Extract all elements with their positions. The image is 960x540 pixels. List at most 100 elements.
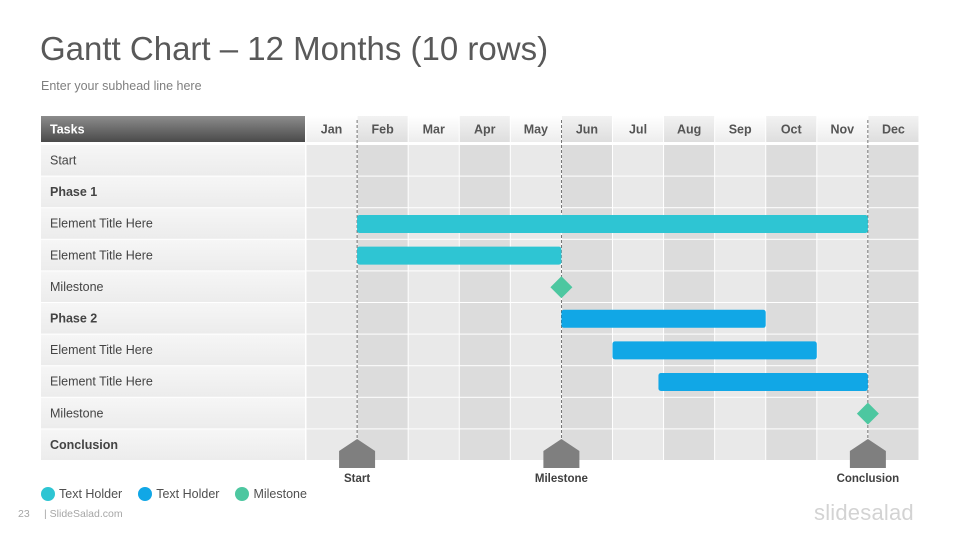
gantt-bar <box>357 246 562 265</box>
grid-cell <box>868 145 919 176</box>
month-label: Jul <box>629 123 647 137</box>
grid-cell <box>868 366 919 397</box>
task-row-cell <box>41 334 305 366</box>
task-label: Element Title Here <box>50 343 153 357</box>
gantt-bar <box>612 341 817 360</box>
month-label: May <box>524 123 548 137</box>
grid-cell <box>561 334 612 366</box>
month-label: Dec <box>882 123 905 137</box>
legend-item-3: Milestone <box>235 487 307 501</box>
grid-cell <box>868 239 919 271</box>
footer-site: | SlideSalad.com <box>44 508 123 520</box>
task-row-cell <box>41 303 305 334</box>
grid-cell <box>357 176 408 208</box>
grid-cell <box>612 429 664 460</box>
month-header-cell <box>459 116 510 142</box>
grid-cell <box>408 303 459 334</box>
grid-cell <box>306 176 357 208</box>
legend-label: Text Holder <box>156 487 220 501</box>
grid-cell <box>459 334 510 366</box>
grid-cell <box>664 176 715 208</box>
grid-cell <box>459 271 510 302</box>
grid-cell <box>664 429 715 460</box>
month-label: Mar <box>423 123 445 137</box>
month-label: Apr <box>474 123 496 137</box>
grid-cell <box>510 303 561 334</box>
grid-cell <box>510 397 561 429</box>
grid-cell <box>357 366 408 397</box>
grid-cell <box>408 397 459 429</box>
task-header-cell <box>41 116 305 142</box>
month-label: Nov <box>831 123 855 137</box>
month-header-cell <box>715 116 766 142</box>
month-header-cell <box>868 116 919 142</box>
legend-label: Text Holder <box>59 487 123 501</box>
gantt-bar <box>357 215 868 233</box>
task-label: Conclusion <box>50 438 118 452</box>
grid-cell <box>817 176 868 208</box>
grid-cell <box>306 366 357 397</box>
grid-cell <box>664 145 715 176</box>
month-label: Jan <box>321 123 343 137</box>
grid-cell <box>561 145 612 176</box>
grid-cell <box>459 176 510 208</box>
grid-cell <box>306 271 357 302</box>
marker-label: Start <box>344 473 370 485</box>
legend-swatch <box>41 487 55 501</box>
legend-swatch <box>138 487 153 501</box>
grid-cell <box>817 303 868 334</box>
grid-cell <box>306 334 357 366</box>
month-header-cell <box>510 116 561 142</box>
month-header-cell <box>561 116 612 142</box>
task-label: Phase 2 <box>50 312 97 326</box>
grid-cell <box>561 176 612 208</box>
grid-cell <box>357 397 408 429</box>
grid-cell <box>408 176 459 208</box>
grid-cell <box>817 334 868 366</box>
month-header-cell <box>306 116 357 142</box>
grid-cell <box>561 239 612 271</box>
grid-cell <box>766 429 817 460</box>
task-label: Element Title Here <box>50 248 153 262</box>
grid-cell <box>868 271 919 302</box>
grid-cell <box>306 145 357 176</box>
grid-cell <box>766 145 817 176</box>
grid-cell <box>357 271 408 302</box>
grid-cell <box>868 334 919 366</box>
gantt-bar <box>658 373 868 391</box>
grid-cell <box>510 145 561 176</box>
task-row-cell <box>41 366 305 397</box>
grid-cell <box>306 303 357 334</box>
grid-cell <box>357 145 408 176</box>
grid-cell <box>612 366 664 397</box>
grid-cell <box>408 334 459 366</box>
task-label: Phase 1 <box>50 185 97 199</box>
grid-cell <box>868 176 919 208</box>
month-label: Feb <box>372 123 395 137</box>
grid-cell <box>612 271 664 302</box>
grid-cell <box>766 176 817 208</box>
task-row-cell <box>41 271 305 302</box>
task-row-cell <box>41 145 305 176</box>
task-row-cell <box>41 429 305 460</box>
grid-cell <box>817 239 868 271</box>
month-header-cell <box>766 116 817 142</box>
grid-cell <box>306 397 357 429</box>
grid-cell <box>715 239 766 271</box>
grid-cell <box>561 366 612 397</box>
month-label: Oct <box>781 123 803 137</box>
grid-cell <box>664 397 715 429</box>
grid-cell <box>408 366 459 397</box>
grid-cell <box>715 397 766 429</box>
task-label: Milestone <box>50 280 104 294</box>
grid-cell <box>612 397 664 429</box>
grid-cell <box>459 429 510 460</box>
month-header-cell <box>664 116 715 142</box>
task-label: Milestone <box>50 406 104 420</box>
grid-cell <box>612 239 664 271</box>
grid-cell <box>612 176 664 208</box>
milestone-diamond <box>856 402 879 425</box>
month-header-cell <box>357 116 408 142</box>
grid-cell <box>408 429 459 460</box>
grid-cell <box>868 208 919 239</box>
